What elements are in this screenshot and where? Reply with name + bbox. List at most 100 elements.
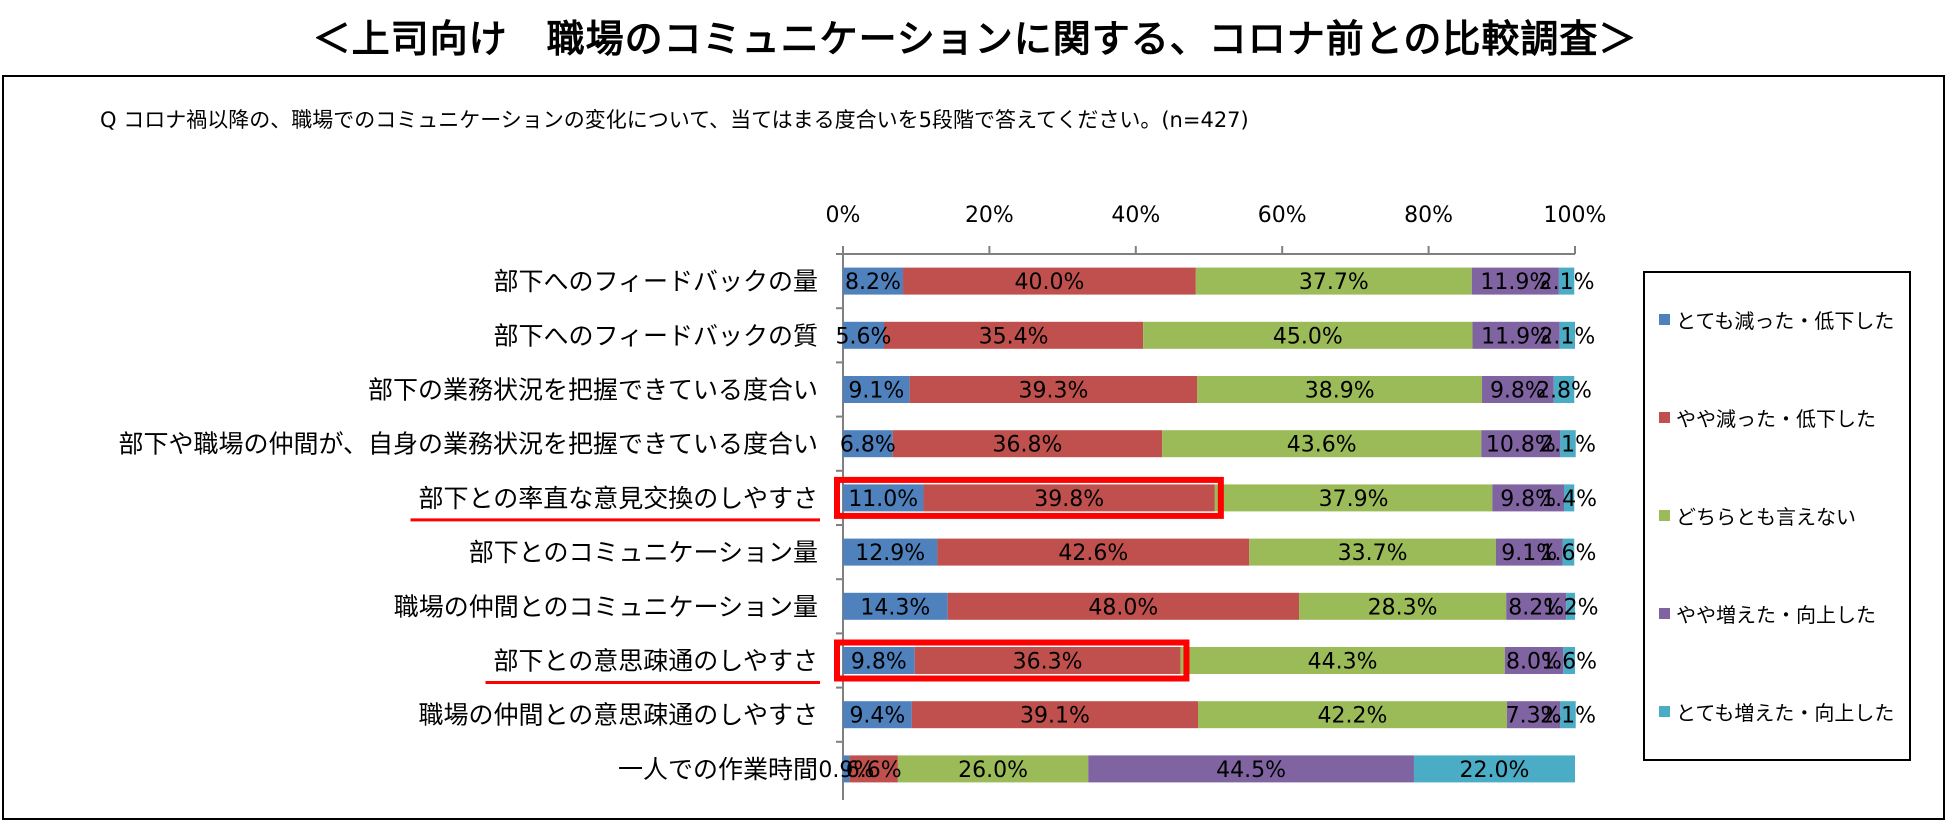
bar-segment xyxy=(1413,755,1575,783)
bar-segment xyxy=(909,376,1198,403)
data-label: 37.7% xyxy=(1299,270,1369,295)
bar-segment xyxy=(1558,267,1575,295)
legend-label: とても増えた・向上した xyxy=(1676,701,1895,725)
bar-segment xyxy=(892,430,1163,458)
bar-segment xyxy=(1162,430,1482,458)
data-label: 1.6% xyxy=(1540,541,1596,566)
highlight-box xyxy=(834,639,1190,682)
bar-segment xyxy=(1563,647,1575,674)
data-label: 9.1% xyxy=(848,379,904,404)
data-label: 8.0% xyxy=(1506,650,1562,675)
data-label: 9.1% xyxy=(1501,541,1557,566)
category-label: 一人での作業時間 xyxy=(618,755,818,784)
category-label: 部下とのコミュニケーション量 xyxy=(469,538,818,567)
legend-item: どちらとも言えない xyxy=(1659,501,1856,530)
legend-item: やや増えた・向上した xyxy=(1659,599,1876,628)
bar-segment xyxy=(843,376,910,403)
bar-segment xyxy=(897,755,1089,783)
bar-segment xyxy=(1564,484,1575,512)
bar-segment xyxy=(1560,701,1576,729)
data-label: 35.4% xyxy=(979,324,1049,349)
bar-segment xyxy=(843,592,948,620)
bar-segment xyxy=(843,267,904,295)
bar-segment xyxy=(1143,321,1473,349)
data-label: 38.9% xyxy=(1305,379,1375,404)
legend-label: とても減った・低下した xyxy=(1676,309,1895,333)
data-label: 12.9% xyxy=(855,541,925,566)
bar-segment xyxy=(1214,484,1493,512)
data-label: 9.8% xyxy=(851,650,907,675)
data-label: 11.9% xyxy=(1480,270,1550,295)
category-label: 部下へのフィードバックの質 xyxy=(493,321,818,350)
bar-segment xyxy=(843,647,915,674)
data-label: 2.1% xyxy=(1539,324,1595,349)
data-label: 39.3% xyxy=(1019,379,1089,404)
data-label: 36.3% xyxy=(1013,650,1083,675)
data-label: 9.4% xyxy=(849,704,905,729)
bar-segment xyxy=(1553,376,1575,403)
bar-segment xyxy=(1249,538,1496,566)
bar-segment xyxy=(1566,592,1575,620)
legend-item: とても増えた・向上した xyxy=(1659,697,1894,726)
category-label: 部下の業務状況を把握できている度合い xyxy=(368,376,818,405)
data-label: 28.3% xyxy=(1368,595,1438,620)
data-label: 1.6% xyxy=(1541,650,1597,675)
data-label: 42.2% xyxy=(1318,704,1388,729)
page-title: ＜上司向け 職場のコミュニケーションに関する、コロナ前との比較調査＞ xyxy=(312,17,1638,61)
bar-segment xyxy=(903,267,1196,295)
legend-swatch xyxy=(1659,412,1670,423)
category-label: 部下へのフィードバックの量 xyxy=(493,267,818,296)
bar-segment xyxy=(1198,701,1507,729)
bar-segment xyxy=(843,430,893,458)
chart-frame xyxy=(2,75,1945,820)
bar-segment xyxy=(843,701,912,729)
data-label: 43.6% xyxy=(1287,433,1357,458)
data-label: 40.0% xyxy=(1014,270,1084,295)
data-label: 39.1% xyxy=(1020,704,1090,729)
bar-segment xyxy=(1492,484,1565,512)
bar-segment xyxy=(1471,267,1559,295)
data-label: 7.3% xyxy=(1506,704,1562,729)
data-label: 33.7% xyxy=(1338,541,1408,566)
bar-segment xyxy=(1559,321,1575,349)
bar-segment xyxy=(883,321,1144,349)
bar-segment xyxy=(914,647,1181,674)
legend-item: とても減った・低下した xyxy=(1659,305,1894,334)
bar-segment xyxy=(923,484,1215,512)
data-label: 10.8% xyxy=(1486,433,1556,458)
survey-question: Q コロナ禍以降の、職場でのコミュニケーションの変化について、当てはまる度合いを… xyxy=(100,108,1249,132)
data-label: 2.8% xyxy=(1536,379,1592,404)
data-label: 44.3% xyxy=(1308,650,1378,675)
bar-segment xyxy=(849,755,898,783)
bar-segment xyxy=(1562,538,1575,566)
bar-segment xyxy=(1197,376,1483,403)
data-label: 9.8% xyxy=(1500,487,1556,512)
x-tick-label: 0% xyxy=(826,203,861,228)
data-label: 48.0% xyxy=(1088,595,1158,620)
legend-label: どちらとも言えない xyxy=(1676,505,1856,529)
data-label: 9.8% xyxy=(1490,379,1546,404)
bar-segment xyxy=(1472,321,1560,349)
chart-legend: とても減った・低下した やや減った・低下した どちらとも言えないやや増えた・向上した… xyxy=(1643,271,1911,761)
bar-segment xyxy=(1195,267,1472,295)
bar-segment xyxy=(1088,755,1414,783)
data-label: 11.9% xyxy=(1481,324,1551,349)
x-tick-label: 40% xyxy=(1111,203,1160,228)
x-tick-label: 20% xyxy=(965,203,1014,228)
bar-segment xyxy=(1506,701,1561,729)
data-label: 2.1% xyxy=(1540,704,1596,729)
legend-label: やや減った・低下した xyxy=(1676,407,1876,431)
data-label: 14.3% xyxy=(860,595,930,620)
bar-segment xyxy=(1482,376,1554,403)
bar-segment xyxy=(1560,430,1576,458)
category-label: 部下との意思疎通のしやすさ xyxy=(493,647,818,676)
data-label: 8.2% xyxy=(845,270,901,295)
data-label: 6.8% xyxy=(840,433,896,458)
bar-segment xyxy=(1481,430,1561,458)
data-label: 26.0% xyxy=(958,758,1028,783)
category-label: 部下や職場の仲間が、自身の業務状況を把握できている度合い xyxy=(118,430,818,459)
bar-segment xyxy=(1506,592,1567,620)
bar-segment xyxy=(1299,592,1507,620)
legend-swatch xyxy=(1659,706,1670,717)
